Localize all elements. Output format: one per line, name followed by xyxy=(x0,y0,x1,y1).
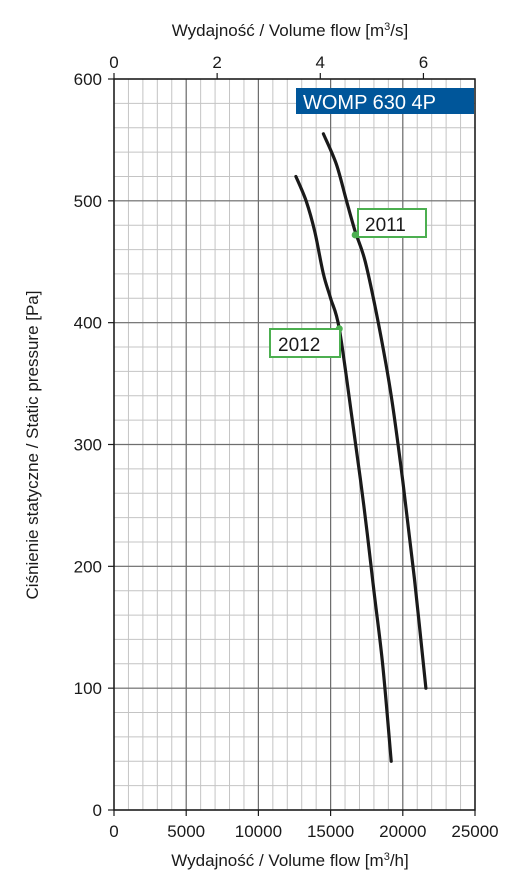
y-tick-label: 600 xyxy=(74,70,102,89)
series-line-2012 xyxy=(294,174,393,763)
series-label-2011-text: 2011 xyxy=(365,215,406,236)
series-line-2011 xyxy=(321,132,428,690)
model-label: WOMP 630 4P xyxy=(296,88,474,114)
top-tick-label: 6 xyxy=(419,53,428,72)
x-tick-label: 5000 xyxy=(167,822,205,841)
series-label-2011: 2011 xyxy=(357,208,427,238)
top-axis-title: Wydajność / Volume flow [m3/s] xyxy=(172,21,409,40)
x-tick-label: 10000 xyxy=(235,822,282,841)
series-label-2012-text: 2012 xyxy=(278,335,320,356)
y-tick-label: 0 xyxy=(93,801,102,820)
model-label-text: WOMP 630 4P xyxy=(303,92,436,114)
y-axis-ticks: 0 100 200 300 400 500 600 xyxy=(74,70,114,820)
top-tick-label: 2 xyxy=(212,53,221,72)
top-tick-label: 0 xyxy=(109,53,118,72)
y-tick-label: 100 xyxy=(74,679,102,698)
y-tick-label: 200 xyxy=(74,557,102,576)
x-axis-ticks: 0 5000 10000 15000 20000 25000 xyxy=(109,810,499,841)
major-grid xyxy=(113,78,476,811)
top-tick-label: 4 xyxy=(316,53,325,72)
model-label-box xyxy=(296,88,474,114)
series-marker-2011 xyxy=(351,231,359,239)
y-tick-label: 300 xyxy=(74,436,102,455)
x-axis-title: Wydajność / Volume flow [m3/h] xyxy=(171,851,408,870)
x-tick-label: 15000 xyxy=(307,822,354,841)
x-tick-label: 25000 xyxy=(451,822,498,841)
x-tick-label: 0 xyxy=(109,822,118,841)
x-tick-label: 20000 xyxy=(379,822,426,841)
y-axis-title: Ciśnienie statyczne / Static pressure [P… xyxy=(23,291,42,600)
top-axis-ticks: 0 2 4 6 xyxy=(109,53,428,79)
series-label-2012-box xyxy=(269,328,341,358)
series-label-2012: 2012 xyxy=(269,328,341,358)
y-tick-label: 400 xyxy=(74,314,102,333)
series-label-2011-box xyxy=(357,208,427,238)
y-tick-label: 500 xyxy=(74,192,102,211)
